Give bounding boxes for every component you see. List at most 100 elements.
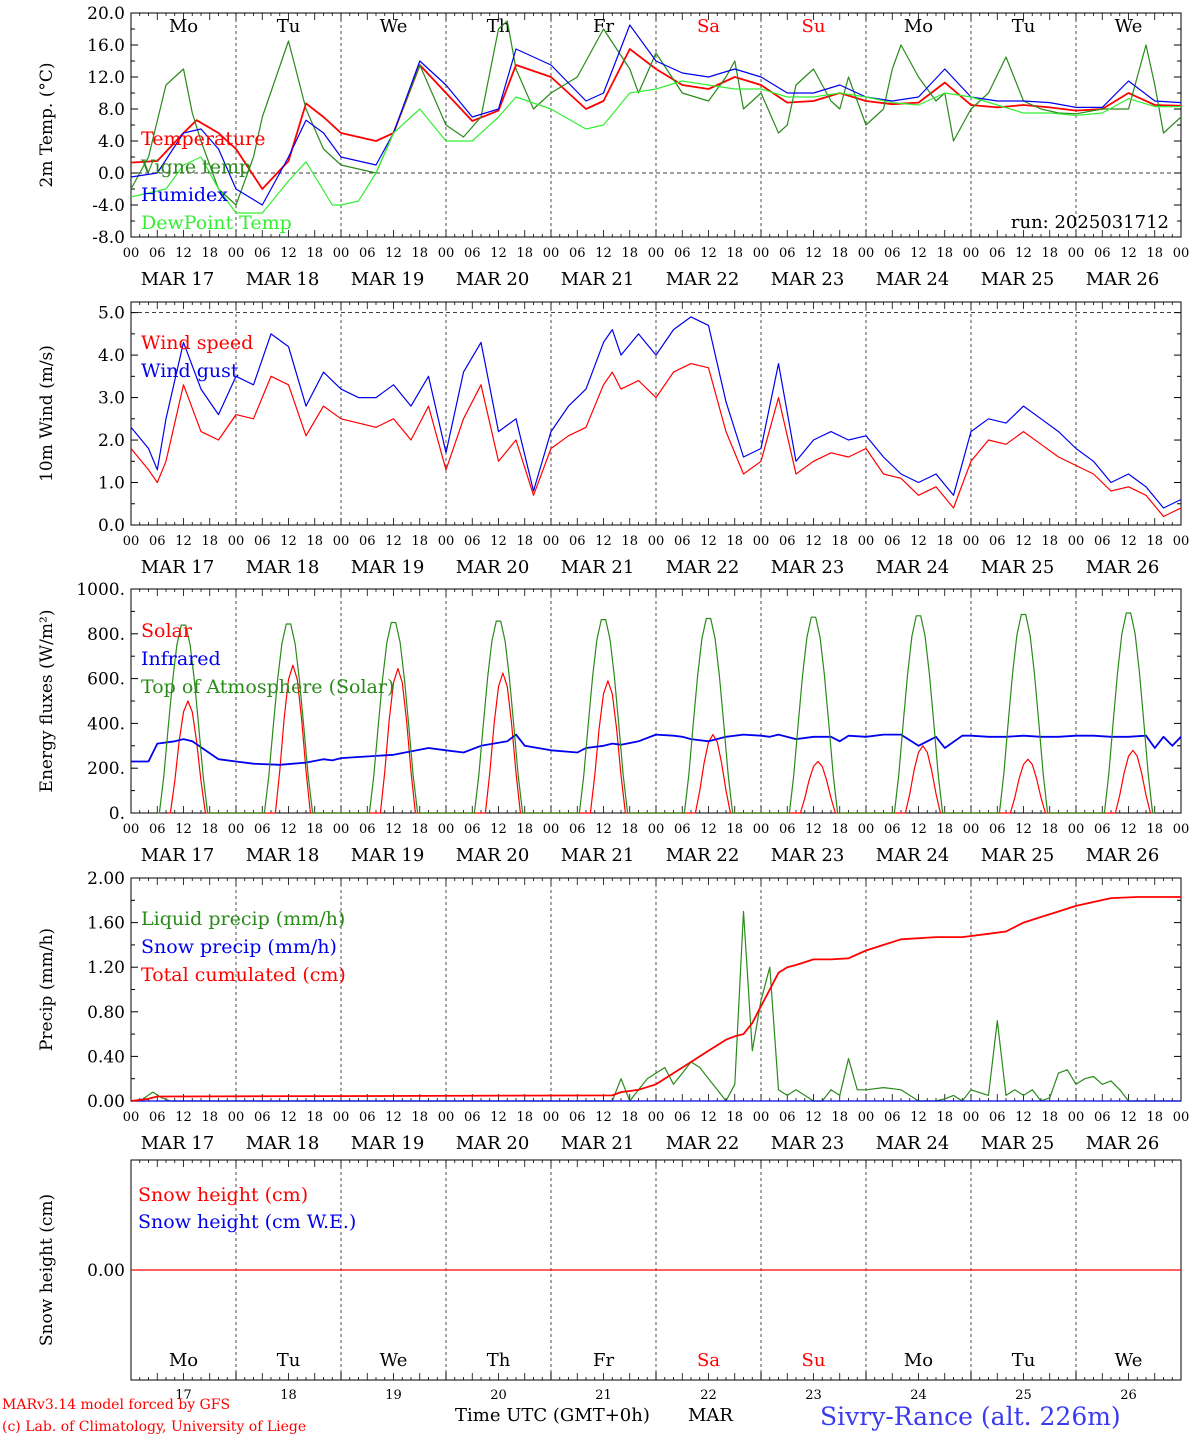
x-date-label: MAR 23 <box>771 845 845 866</box>
x-hour-label: 00 <box>333 822 350 837</box>
legend-entry: Wind speed <box>141 332 253 354</box>
x-hour-label: 00 <box>438 534 455 549</box>
y-tick-label: 20.0 <box>87 4 125 24</box>
x-hour-label: 18 <box>516 1110 533 1125</box>
x-hour-label: 06 <box>1094 1110 1111 1125</box>
series-line <box>157 612 1155 814</box>
x-axis-title: Time UTC (GMT+0h) <box>455 1405 650 1426</box>
x-hour-label: 18 <box>831 246 848 261</box>
x-hour-label: 00 <box>858 246 875 261</box>
x-date-label: MAR 17 <box>141 1133 215 1154</box>
panel-4: 2.00 1.60 1.20 0.80 0.40 0.00 Precip (mm/h) 00 0… <box>37 869 1189 1154</box>
day-letter: Mo <box>169 1350 198 1371</box>
y-tick-label: -8.0 <box>92 228 125 248</box>
x-date-label: MAR 18 <box>246 845 320 866</box>
x-hour-label: 06 <box>779 534 796 549</box>
legend-entry: Infrared <box>141 648 221 670</box>
y-axis-title: Energy fluxes (W/m²) <box>37 610 57 793</box>
x-hour-label: 00 <box>543 246 560 261</box>
panel-3: 1000. 800. 600. 400. 200. 0. Energy fluxes (W/… <box>37 580 1189 866</box>
day-letter: Sa <box>697 16 720 37</box>
x-hour-label: 12 <box>1015 1110 1032 1125</box>
panel-frame <box>130 12 1182 238</box>
x-date-label: MAR 20 <box>456 845 530 866</box>
x-hour-label: 00 <box>543 1110 560 1125</box>
x-hour-label: 12 <box>1015 534 1032 549</box>
x-hour-label: 00 <box>753 534 770 549</box>
y-axis-title: 10m Wind (m/s) <box>37 345 57 482</box>
x-hour-label: 12 <box>595 822 612 837</box>
x-hour-label: 06 <box>359 1110 376 1125</box>
x-hour-label: 00 <box>753 246 770 261</box>
x-hour-label: 00 <box>1173 1110 1190 1125</box>
x-hour-label: 06 <box>779 822 796 837</box>
legend-entry: Liquid precip (mm/h) <box>141 908 345 930</box>
x-hour-label: 00 <box>543 534 560 549</box>
x-hour-label: 18 <box>411 534 428 549</box>
x-hour-label: 00 <box>438 1110 455 1125</box>
station-name: Sivry-Rance (alt. 226m) <box>820 1402 1121 1431</box>
x-hour-label: 06 <box>989 1110 1006 1125</box>
x-date-label: MAR 19 <box>351 557 425 578</box>
x-hour-label: 12 <box>175 246 192 261</box>
x-hour-label: 06 <box>464 534 481 549</box>
x-hour-label: 00 <box>228 1110 245 1125</box>
day-letter: Fr <box>593 16 614 37</box>
x-hour-label: 06 <box>884 822 901 837</box>
x-hour-label: 06 <box>1094 534 1111 549</box>
x-date-label: MAR 22 <box>666 269 740 290</box>
x-hour-label: 12 <box>1120 534 1137 549</box>
x-hour-label: 12 <box>910 822 927 837</box>
x-hour-label: 00 <box>1173 534 1190 549</box>
x-hour-label: 12 <box>490 246 507 261</box>
x-hour-label: 18 <box>726 1110 743 1125</box>
x-hour-label: 06 <box>254 1110 271 1125</box>
day-letter: Mo <box>904 1350 933 1371</box>
x-hour-label: 12 <box>700 1110 717 1125</box>
panel-1: 20.0 16.0 12.0 8.0 4.0 0.0 -4.0 -8.0 2m Temp. (°… <box>37 4 1189 290</box>
y-tick-label: 1.20 <box>87 958 125 978</box>
x-date-label: MAR 21 <box>561 557 635 578</box>
x-hour-label: 12 <box>910 246 927 261</box>
x-date-label: MAR 22 <box>666 1133 740 1154</box>
x-hour-label: 12 <box>910 1110 927 1125</box>
x-hour-label: 18 <box>201 246 218 261</box>
day-letter: Th <box>487 16 511 37</box>
y-tick-label: 200. <box>87 759 125 779</box>
x-date-label: MAR 19 <box>351 845 425 866</box>
x-date-label: MAR 25 <box>981 845 1055 866</box>
day-number: 22 <box>700 1388 717 1403</box>
x-hour-label: 12 <box>595 246 612 261</box>
x-hour-label: 06 <box>1094 246 1111 261</box>
y-tick-label: 5.0 <box>98 304 125 324</box>
x-hour-label: 12 <box>280 822 297 837</box>
x-hour-label: 00 <box>963 246 980 261</box>
series-line <box>130 896 1181 1102</box>
y-tick-label: 4.0 <box>98 132 125 152</box>
x-hour-label: 18 <box>936 534 953 549</box>
x-hour-label: 18 <box>831 822 848 837</box>
x-hour-label: 18 <box>306 822 323 837</box>
x-hour-label: 18 <box>621 822 638 837</box>
x-axis-month: MAR <box>688 1405 733 1426</box>
y-tick-label: 12.0 <box>87 68 125 88</box>
x-hour-label: 00 <box>333 534 350 549</box>
legend-entry: Temperature <box>141 128 265 150</box>
x-date-label: MAR 21 <box>561 1133 635 1154</box>
x-hour-label: 18 <box>516 822 533 837</box>
y-tick-label: 0.0 <box>98 516 125 536</box>
x-date-label: MAR 23 <box>771 1133 845 1154</box>
x-hour-label: 06 <box>359 534 376 549</box>
x-hour-label: 00 <box>123 1110 140 1125</box>
x-hour-label: 18 <box>1146 534 1163 549</box>
x-hour-label: 06 <box>464 1110 481 1125</box>
day-letter: We <box>380 1350 408 1371</box>
x-hour-label: 12 <box>700 534 717 549</box>
x-hour-label: 06 <box>464 822 481 837</box>
x-hour-label: 18 <box>1146 822 1163 837</box>
day-letter: Sa <box>697 1350 720 1371</box>
x-hour-label: 06 <box>989 246 1006 261</box>
day-letter: Su <box>802 16 826 37</box>
x-date-label: MAR 24 <box>876 557 950 578</box>
